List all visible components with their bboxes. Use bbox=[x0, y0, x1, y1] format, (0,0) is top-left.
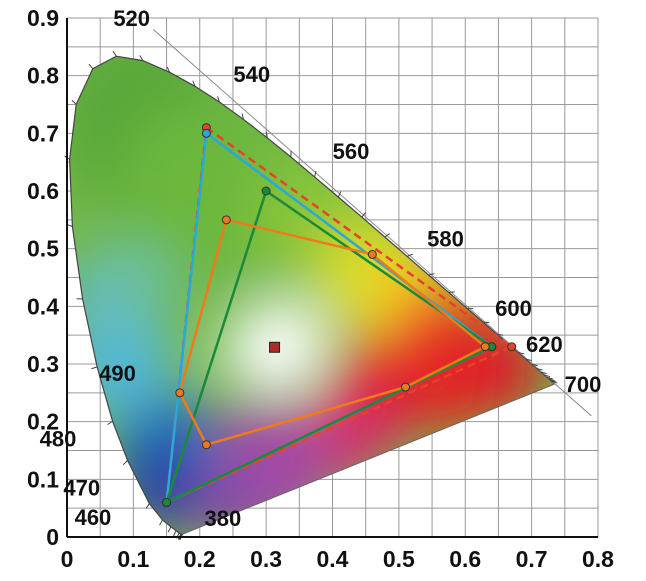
x-tick-label: 0.1 bbox=[117, 546, 149, 572]
wavelength-label: 600 bbox=[495, 296, 532, 321]
x-tick-label: 0.5 bbox=[383, 546, 415, 572]
x-tick-label: 0.6 bbox=[449, 546, 481, 572]
locus-tick bbox=[550, 379, 557, 383]
locus-tick bbox=[145, 503, 150, 509]
y-tick-label: 0.1 bbox=[27, 466, 59, 492]
locus-tick bbox=[266, 131, 268, 138]
wavelength-label: 580 bbox=[427, 226, 464, 251]
locus-tick bbox=[241, 113, 244, 120]
y-tick-label: 0.2 bbox=[27, 409, 59, 435]
wavelength-label: 380 bbox=[205, 506, 242, 531]
locus-tick bbox=[497, 333, 504, 336]
locus-tick bbox=[540, 371, 547, 375]
y-tick-label: 0.3 bbox=[27, 351, 59, 377]
locus-tick bbox=[544, 374, 551, 378]
gamut-vertex bbox=[201, 440, 211, 450]
locus-tick bbox=[112, 50, 117, 57]
y-tick-label: 0.8 bbox=[27, 63, 59, 89]
x-tick-label: 0.2 bbox=[184, 546, 216, 572]
y-tick-label: 0.7 bbox=[27, 120, 59, 146]
locus-tick bbox=[406, 253, 413, 257]
locus-tick bbox=[428, 273, 435, 276]
locus-tick bbox=[361, 212, 367, 218]
wavelength-label: 460 bbox=[75, 505, 112, 530]
locus-tick bbox=[314, 170, 317, 177]
x-tick-label: 0 bbox=[61, 546, 74, 572]
locus-tick bbox=[448, 291, 455, 293]
gamut-outline-3 bbox=[164, 189, 495, 505]
gamut-vertex bbox=[221, 215, 231, 225]
y-tick-label: 0.9 bbox=[27, 5, 59, 31]
locus-tick bbox=[107, 420, 113, 425]
gamut-vertex bbox=[261, 186, 271, 196]
locus-tick bbox=[548, 378, 555, 382]
locus-tick bbox=[531, 363, 538, 367]
gamut-vertex bbox=[367, 249, 377, 259]
wavelength-label: 520 bbox=[113, 6, 150, 31]
gamut-vertex bbox=[480, 342, 490, 352]
wavelength-label: 470 bbox=[63, 476, 100, 501]
wavelength-label: 560 bbox=[333, 139, 370, 164]
gamut-vertex bbox=[507, 342, 517, 352]
x-tick-label: 0.3 bbox=[250, 546, 282, 572]
axes bbox=[66, 18, 598, 538]
white-point-marker bbox=[269, 341, 281, 353]
locus-tick bbox=[384, 233, 391, 238]
locus-tick bbox=[551, 380, 558, 384]
gamut-triangles bbox=[162, 123, 517, 507]
x-tick-label: 0.7 bbox=[516, 546, 548, 572]
locus-tick bbox=[536, 368, 543, 371]
locus-tick bbox=[337, 191, 342, 198]
x-tick-label: 0.4 bbox=[317, 546, 349, 572]
line-of-purples bbox=[182, 383, 555, 535]
locus-tick bbox=[88, 63, 94, 70]
wavelength-label: 700 bbox=[565, 372, 602, 397]
locus-tick bbox=[546, 376, 553, 380]
y-tick-label: 0 bbox=[46, 524, 59, 550]
y-tick-label: 0.6 bbox=[27, 178, 59, 204]
gamut-vertex bbox=[162, 497, 172, 507]
wavelength-label: 540 bbox=[233, 62, 270, 87]
x-tick-label: 0.8 bbox=[582, 546, 614, 572]
locus-tick bbox=[518, 352, 525, 355]
locus-tick-marks bbox=[64, 29, 592, 540]
color-gamut-fill bbox=[69, 56, 555, 535]
tick-labels: 0 0.1 0.2 0.3 0.4 0.5 0.6 0.7 0.8 0 0.1 0.2 0.3 0.4 0.… bbox=[27, 5, 614, 572]
wavelength-label: 490 bbox=[99, 361, 136, 386]
locus-tick bbox=[139, 55, 144, 61]
locus-tick bbox=[525, 358, 532, 361]
gamut-vertex bbox=[201, 128, 211, 138]
locus-tick bbox=[173, 530, 177, 537]
y-tick-label: 0.5 bbox=[27, 236, 59, 262]
gamut-vertex bbox=[175, 388, 185, 398]
wavelength-label: 620 bbox=[526, 332, 563, 357]
locus-tick bbox=[217, 96, 220, 103]
diagonal-guide-line bbox=[152, 29, 592, 417]
wavelength-label: 480 bbox=[40, 426, 77, 451]
y-tick-label: 0.4 bbox=[27, 293, 59, 319]
locus-tick bbox=[167, 526, 172, 533]
locus-tick bbox=[192, 80, 196, 87]
locus-tick bbox=[122, 460, 128, 466]
locus-tick bbox=[166, 66, 171, 73]
locus-tick bbox=[91, 366, 98, 370]
locus-tick bbox=[159, 519, 164, 526]
locus-tick bbox=[71, 99, 77, 105]
gamut-vertex bbox=[401, 382, 411, 392]
